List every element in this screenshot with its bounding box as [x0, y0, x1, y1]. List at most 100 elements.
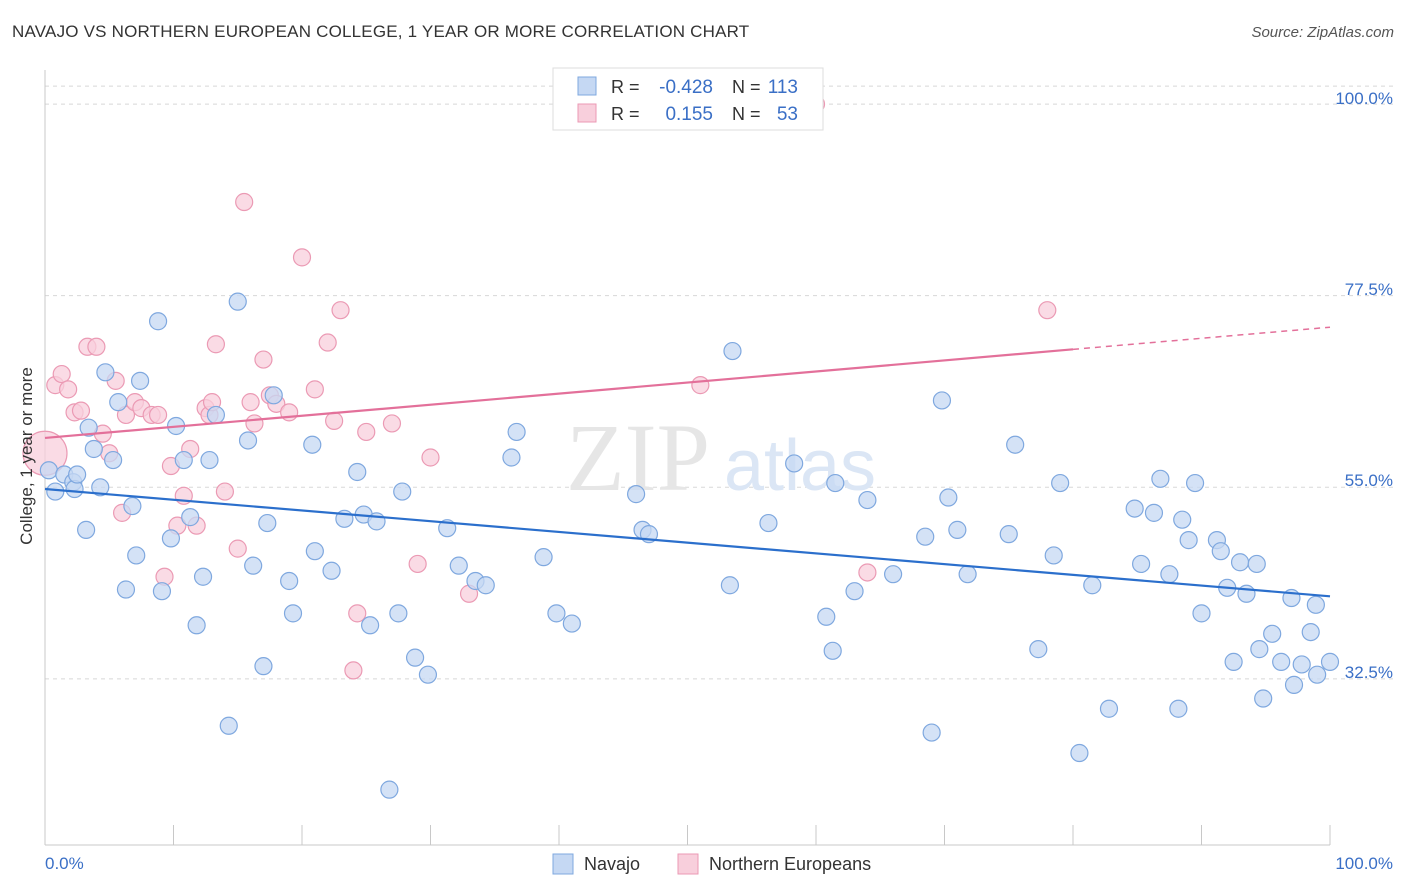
y-tick-label-1: 55.0% — [1345, 471, 1393, 490]
northern-point — [357, 422, 376, 442]
northern-point — [241, 393, 260, 412]
navajo-point — [405, 648, 425, 667]
navajo-point — [1160, 565, 1179, 584]
navajo-point — [109, 393, 128, 412]
navajo-point — [84, 439, 103, 459]
navajo-point — [1051, 473, 1070, 493]
chart-title: NAVAJO VS NORTHERN EUROPEAN COLLEGE, 1 Y… — [12, 22, 750, 41]
navajo-point — [104, 450, 123, 470]
navajo-point — [826, 473, 845, 493]
navajo-point — [502, 448, 521, 467]
northern-point — [318, 333, 337, 352]
northern-point — [235, 192, 254, 212]
navajo-point — [626, 485, 646, 504]
navajo-point — [127, 546, 146, 565]
navajo-point — [823, 641, 842, 660]
navajo-point — [123, 496, 142, 516]
navajo-point — [361, 616, 380, 635]
navajo-point — [845, 582, 864, 601]
navajo-point — [723, 341, 742, 361]
navajo-point — [1292, 655, 1311, 674]
navajo-point — [932, 391, 952, 410]
x-tick-label-1: 100.0% — [1335, 854, 1393, 873]
grid-lines — [45, 85, 1395, 680]
navajo-point — [322, 561, 341, 580]
northern-point — [254, 350, 273, 369]
navajo-point — [1211, 542, 1230, 561]
navajo-point — [1320, 652, 1340, 671]
legend-swatch-northern — [677, 853, 699, 875]
navajo-point — [562, 614, 581, 633]
navajo-point — [817, 607, 836, 626]
navajo-point — [858, 490, 877, 510]
navajo-point — [193, 567, 213, 586]
navajo-point — [264, 386, 283, 405]
navajo-point — [476, 576, 495, 595]
navajo-point — [1006, 435, 1025, 454]
navajo-point — [948, 520, 967, 539]
navajo-point — [1254, 689, 1273, 708]
navajo-point — [916, 527, 935, 546]
navajo-point — [303, 435, 322, 454]
navajo-point — [258, 513, 277, 533]
navajo-point — [1099, 699, 1119, 718]
navajo-point — [1263, 624, 1282, 643]
northern-point — [305, 380, 324, 399]
navajo-point — [1308, 665, 1327, 684]
navajo-point — [922, 723, 941, 742]
navajo-point — [206, 405, 226, 425]
stats-n-label-northern: N = — [732, 104, 761, 124]
navajo-point — [1301, 622, 1320, 642]
northern-point — [245, 414, 264, 433]
navajo-point — [449, 556, 468, 575]
navajo-point — [720, 576, 740, 595]
navajo-point — [219, 716, 238, 735]
legend-label-northern: Northern Europeans — [709, 854, 871, 874]
navajo-point — [1070, 743, 1089, 763]
navajo-point — [79, 418, 98, 437]
navajo-point — [244, 556, 263, 575]
navajo-point — [1179, 531, 1198, 550]
y-tick-label-2: 77.5% — [1345, 280, 1393, 299]
navajo-point — [238, 431, 258, 450]
northern-point — [206, 335, 226, 354]
navajo-point — [1125, 499, 1144, 518]
northern-point — [408, 554, 427, 574]
navajo-point — [534, 548, 553, 567]
y-tick-label-0: 32.5% — [1345, 663, 1393, 682]
navajo-point — [96, 363, 115, 382]
navajo-point — [883, 565, 903, 584]
navajo-point — [1272, 652, 1291, 671]
stats-swatch-northern — [577, 103, 597, 123]
navajo-point — [1306, 595, 1325, 614]
trend-lines — [44, 326, 1331, 598]
northern-point — [52, 364, 71, 384]
navajo-point — [46, 482, 65, 501]
y-axis-label: College, 1 year or more — [17, 367, 36, 545]
navajo-point — [958, 565, 977, 584]
northern-point — [858, 563, 877, 582]
navajo-point — [305, 542, 324, 561]
navajo-point — [1044, 546, 1063, 565]
navajo-point — [507, 422, 526, 442]
navajo-point — [1224, 652, 1243, 671]
bottom-legend: Navajo Northern Europeans — [552, 853, 871, 875]
navajo-point — [393, 482, 412, 501]
navajo-point — [1247, 554, 1266, 574]
northern-trend-extension — [1072, 326, 1331, 351]
navajo-point — [228, 292, 247, 311]
legend-swatch-navajo — [552, 853, 574, 875]
stats-r-northern: 0.155 — [665, 104, 713, 125]
northern-point — [215, 482, 234, 501]
navajo-point — [1284, 675, 1304, 694]
navajo-point — [1250, 640, 1269, 659]
stats-legend: R = -0.428 N = 113 R = 0.155 N = 53 — [552, 67, 824, 131]
navajo-point — [91, 478, 110, 497]
northern-point — [87, 337, 106, 356]
navajo-point — [283, 604, 303, 623]
stats-r-label-northern: R = — [611, 104, 640, 124]
legend-label-navajo: Navajo — [584, 854, 640, 874]
northern-point — [344, 661, 363, 680]
stats-n-label-navajo: N = — [732, 77, 761, 97]
